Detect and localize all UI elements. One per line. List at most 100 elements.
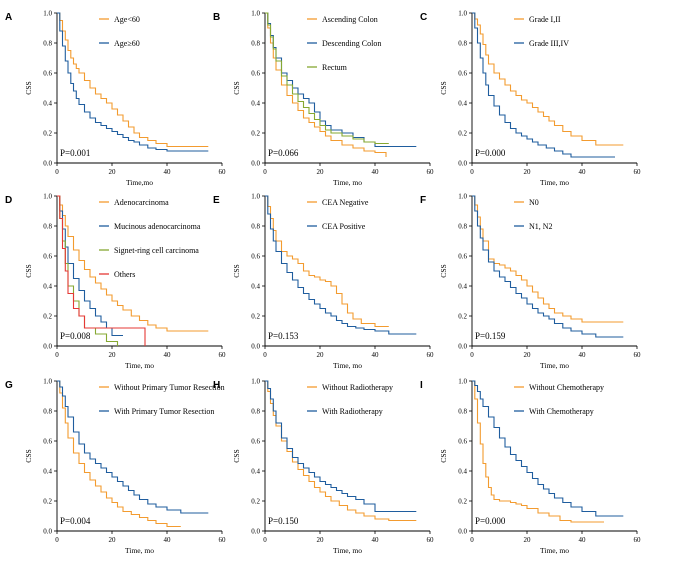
panel-h: H 0.0 0.2 0.4 0.6 0.8 1.0 0 20 40 60 Time, mo CSS Wit… — [213, 378, 434, 556]
p-value-a: P=0.001 — [60, 148, 90, 158]
panel-c: C 0.0 0.2 0.4 0.6 0.8 1.0 0 20 40 60 Time, mo CSS Gra… — [420, 10, 641, 188]
panel-letter-b: B — [213, 12, 220, 23]
y-tick-label-d: 0.2 — [43, 313, 52, 321]
panel-letter-i: I — [420, 380, 423, 391]
x-tick-label-b: 20 — [317, 168, 325, 176]
x-tick-label-b: 0 — [263, 168, 267, 176]
x-tick-label-e: 0 — [263, 351, 267, 359]
km-curve-b-2 — [265, 12, 417, 148]
y-tick-label-b: 0.4 — [251, 100, 260, 108]
x-tick-label-e: 20 — [317, 351, 325, 359]
x-tick-label-f: 20 — [524, 351, 532, 359]
km-curve-c-1 — [472, 12, 624, 146]
legend-label-h-1: Without Radiotherapy — [322, 383, 393, 392]
legend-label-g-2: With Primary Tumor Resection — [114, 407, 214, 416]
y-tick-label-g: 0.6 — [43, 438, 52, 446]
x-tick-label-b: 60 — [427, 168, 435, 176]
km-curve-b-3 — [265, 12, 389, 145]
x-tick-label-i: 0 — [470, 536, 474, 544]
panel-b: B 0.0 0.2 0.4 0.6 0.8 1.0 0 20 40 60 Time, mo CSS Asc… — [213, 10, 434, 188]
panel-letter-h: H — [213, 380, 220, 391]
x-tick-label-d: 20 — [109, 351, 117, 359]
y-tick-label-d: 0.0 — [43, 343, 52, 351]
legend-label-h-2: With Radiotherapy — [322, 407, 383, 416]
p-value-e: P=0.153 — [268, 331, 299, 341]
p-value-h: P=0.150 — [268, 516, 299, 526]
panel-letter-d: D — [5, 195, 12, 206]
legend-label-e-2: CEA Positive — [322, 222, 366, 231]
p-value-b: P=0.066 — [268, 148, 299, 158]
p-value-i: P=0.000 — [475, 516, 506, 526]
legend-label-d-2: Mucinous adenocarcinoma — [114, 222, 201, 231]
y-tick-label-c: 0.4 — [458, 100, 467, 108]
y-tick-label-e: 0.8 — [251, 223, 260, 231]
y-tick-label-h: 0.4 — [251, 468, 260, 476]
legend-label-a-2: Age≥60 — [114, 39, 140, 48]
panel-letter-c: C — [420, 12, 427, 23]
y-tick-label-i: 0.0 — [458, 528, 467, 536]
legend-label-c-1: Grade I,II — [529, 15, 561, 24]
y-tick-label-c: 0.8 — [458, 40, 467, 48]
y-tick-label-g: 0.8 — [43, 408, 52, 416]
x-tick-label-d: 0 — [55, 351, 59, 359]
y-tick-label-e: 0.2 — [251, 313, 260, 321]
panel-g: G 0.0 0.2 0.4 0.6 0.8 1.0 0 20 40 60 Time, mo CSS Wit… — [5, 378, 226, 556]
x-tick-label-h: 0 — [263, 536, 267, 544]
x-tick-label-c: 0 — [470, 168, 474, 176]
x-tick-label-g: 60 — [219, 536, 227, 544]
legend-label-i-1: Without Chemotherapy — [529, 383, 604, 392]
y-tick-label-i: 1.0 — [458, 378, 467, 386]
y-tick-label-h: 1.0 — [251, 378, 260, 386]
x-tick-label-c: 20 — [524, 168, 532, 176]
y-tick-label-f: 0.0 — [458, 343, 467, 351]
y-tick-label-i: 0.2 — [458, 498, 467, 506]
p-value-c: P=0.000 — [475, 148, 506, 158]
y-tick-label-h: 0.2 — [251, 498, 260, 506]
x-tick-label-b: 40 — [372, 168, 380, 176]
legend-label-e-1: CEA Negative — [322, 198, 369, 207]
km-curve-f-1 — [472, 195, 624, 323]
x-tick-label-a: 40 — [164, 168, 172, 176]
p-value-f: P=0.159 — [475, 331, 506, 341]
p-value-d: P=0.008 — [60, 331, 91, 341]
panel-i: I 0.0 0.2 0.4 0.6 0.8 1.0 0 20 40 60 Time, mo CSS Wit… — [420, 378, 641, 556]
km-curve-h-2 — [265, 380, 417, 513]
y-tick-label-e: 0.0 — [251, 343, 260, 351]
x-axis-title-h: Time, mo — [333, 546, 362, 555]
x-axis-title-d: Time, mo — [125, 361, 154, 370]
y-tick-label-f: 0.2 — [458, 313, 467, 321]
legend-label-f-2: N1, N2 — [529, 222, 553, 231]
x-tick-label-a: 60 — [219, 168, 227, 176]
y-tick-label-b: 0.2 — [251, 130, 260, 138]
y-tick-label-h: 0.6 — [251, 438, 260, 446]
panel-letter-e: E — [213, 195, 220, 206]
y-tick-label-e: 0.4 — [251, 283, 260, 291]
x-tick-label-h: 60 — [427, 536, 435, 544]
y-tick-label-g: 1.0 — [43, 378, 52, 386]
km-curve-i-1 — [472, 380, 604, 523]
y-tick-label-f: 0.8 — [458, 223, 467, 231]
legend-label-c-2: Grade III,IV — [529, 39, 569, 48]
y-tick-label-c: 0.0 — [458, 160, 467, 168]
y-axis-title-b: CSS — [232, 81, 241, 94]
y-tick-label-g: 0.4 — [43, 468, 52, 476]
x-tick-label-c: 60 — [634, 168, 642, 176]
y-axis-title-h: CSS — [232, 449, 241, 462]
km-curve-g-2 — [57, 380, 209, 514]
x-axis-title-f: Time, mo — [540, 361, 569, 370]
legend-label-a-1: Age<60 — [114, 15, 140, 24]
x-axis-title-g: Time, mo — [125, 546, 154, 555]
legend-label-g-1: Without Primary Tumor Resection — [114, 383, 225, 392]
km-curve-h-1 — [265, 380, 417, 522]
y-tick-label-f: 0.4 — [458, 283, 467, 291]
legend-label-b-1: Ascending Colon — [322, 15, 378, 24]
x-tick-label-h: 40 — [372, 536, 380, 544]
x-tick-label-d: 60 — [219, 351, 227, 359]
y-tick-label-i: 0.6 — [458, 438, 467, 446]
x-tick-label-i: 60 — [634, 536, 642, 544]
y-tick-label-b: 0.6 — [251, 70, 260, 78]
legend-label-d-4: Others — [114, 270, 135, 279]
y-axis-title-a: CSS — [24, 81, 33, 94]
